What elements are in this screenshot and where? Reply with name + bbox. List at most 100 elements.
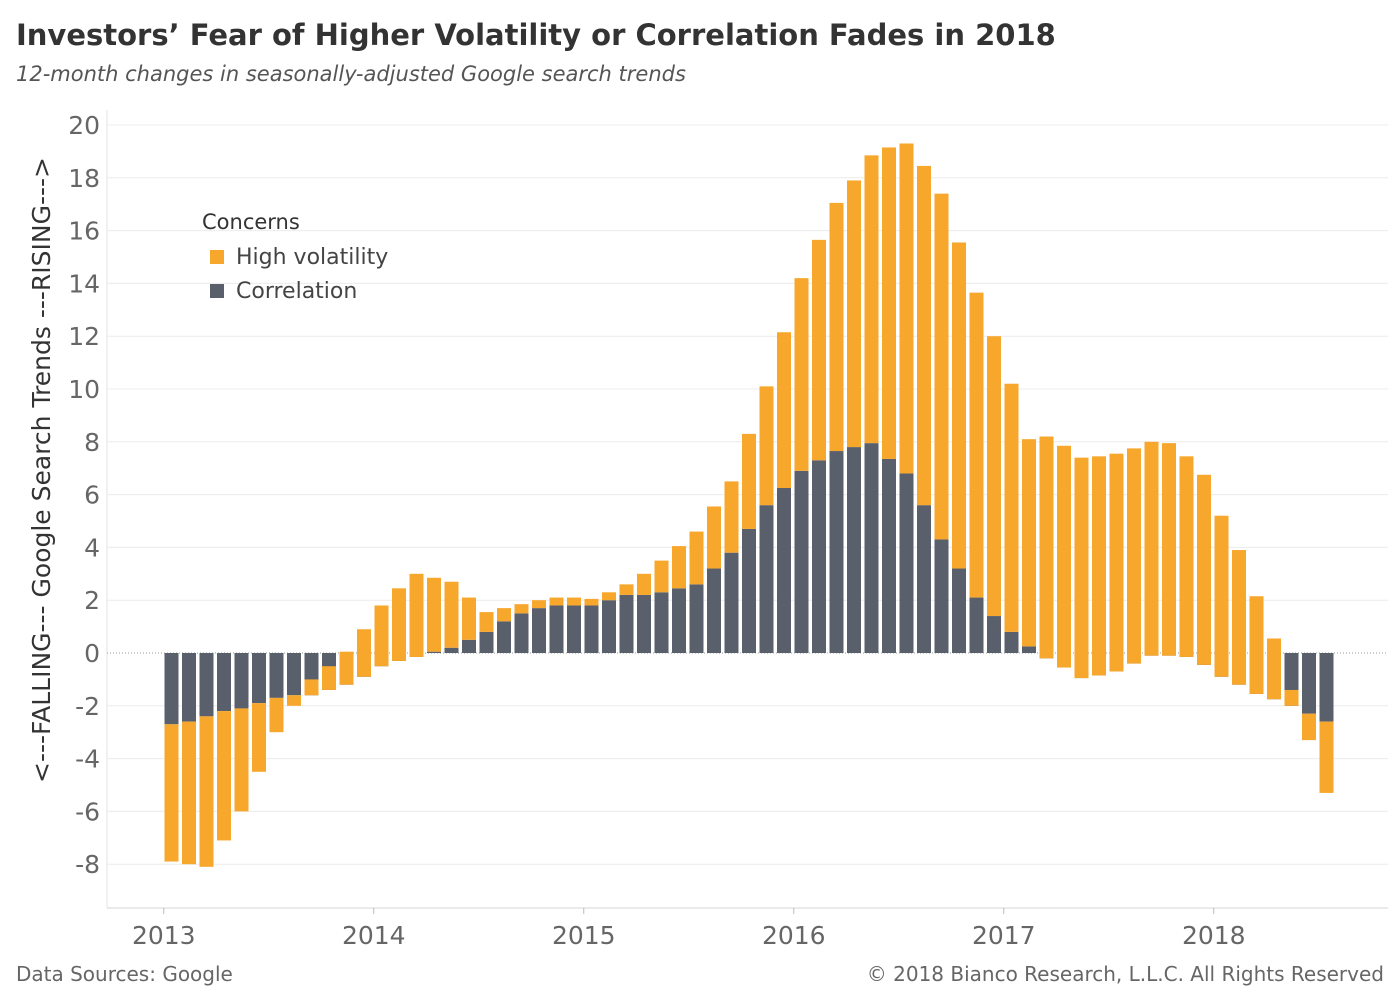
bar-high-volatility <box>1004 383 1019 632</box>
bar-high-volatility <box>1109 453 1124 672</box>
bar-high-volatility <box>514 604 529 614</box>
bar-correlation <box>287 653 301 696</box>
bar-high-volatility <box>689 531 704 585</box>
bar-correlation <box>917 505 931 653</box>
bar-high-volatility <box>269 697 284 733</box>
bar-high-volatility <box>567 597 581 606</box>
bar-correlation <box>969 597 984 653</box>
x-tick-label: 2013 <box>132 921 196 950</box>
bar-high-volatility <box>322 666 336 690</box>
bar-correlation <box>812 460 826 653</box>
y-tick-label: 14 <box>68 269 100 298</box>
bar-high-volatility <box>164 724 179 862</box>
legend-label-correlation: Correlation <box>236 278 358 304</box>
y-tick-label: 6 <box>84 481 100 510</box>
bar-high-volatility <box>847 180 861 448</box>
bar-correlation <box>1004 631 1019 653</box>
y-tick-label: -4 <box>75 745 100 774</box>
bar-high-volatility <box>217 711 231 841</box>
chart-subtitle: 12-month changes in seasonally-adjusted … <box>16 62 686 86</box>
bar-correlation <box>777 488 791 653</box>
y-tick-label: 20 <box>68 111 100 140</box>
bar-high-volatility <box>812 239 826 461</box>
x-tick-label: 2016 <box>762 921 826 950</box>
bar-correlation <box>742 528 756 653</box>
bar-high-volatility <box>497 608 511 622</box>
bar-correlation <box>829 451 844 653</box>
bar-correlation <box>934 539 949 653</box>
bar-high-volatility <box>1092 456 1106 676</box>
bar-high-volatility <box>1074 457 1089 679</box>
bar-high-volatility <box>287 695 301 706</box>
legend-label-high-volatility: High volatility <box>236 244 389 270</box>
bar-high-volatility <box>1284 689 1299 706</box>
bar-correlation <box>1302 653 1316 714</box>
bar-correlation <box>479 631 494 653</box>
bar-correlation <box>584 605 599 653</box>
bar-high-volatility <box>724 481 739 553</box>
y-tick-label: 12 <box>68 322 100 351</box>
y-tick-label: 16 <box>68 217 100 246</box>
bar-correlation <box>444 647 459 653</box>
bar-correlation <box>952 568 966 653</box>
bar-high-volatility <box>374 605 389 667</box>
bar-high-volatility <box>1214 515 1229 677</box>
bar-high-volatility <box>707 506 721 569</box>
bar-high-volatility <box>952 242 966 569</box>
bar-high-volatility <box>409 573 424 657</box>
bar-high-volatility <box>392 588 406 661</box>
y-tick-label: 2 <box>84 586 100 615</box>
bar-high-volatility <box>1144 441 1159 656</box>
bar-high-volatility <box>619 584 634 595</box>
chart-title: Investors’ Fear of Higher Volatility or … <box>16 18 1056 52</box>
bar-high-volatility <box>462 597 476 640</box>
bar-correlation <box>637 594 651 653</box>
bar-high-volatility <box>1039 436 1054 659</box>
bar-high-volatility <box>759 386 774 506</box>
bar-correlation <box>252 653 266 704</box>
x-tick-label: 2015 <box>552 921 616 950</box>
bar-correlation <box>514 613 529 653</box>
bar-high-volatility <box>1022 439 1036 647</box>
bar-high-volatility <box>742 433 756 529</box>
bar-high-volatility <box>1319 721 1334 793</box>
bar-correlation <box>882 458 896 653</box>
bar-correlation <box>672 588 686 653</box>
bar-correlation <box>707 568 721 653</box>
bar-high-volatility <box>1267 638 1281 700</box>
legend-swatch-correlation <box>210 284 224 298</box>
x-tick-label: 2014 <box>342 921 406 950</box>
bar-correlation <box>602 600 616 653</box>
y-tick-label: 0 <box>84 639 100 668</box>
legend: Concerns High volatility Correlation <box>202 210 388 308</box>
bar-correlation <box>654 592 669 653</box>
bar-correlation <box>567 605 581 653</box>
bar-high-volatility <box>1127 448 1141 664</box>
bar-high-volatility <box>637 573 651 595</box>
bar-high-volatility <box>532 600 546 609</box>
legend-item-high-volatility: High volatility <box>202 240 388 274</box>
bar-correlation <box>759 505 774 653</box>
bar-correlation <box>164 653 179 725</box>
bar-high-volatility <box>672 546 686 589</box>
bar-high-volatility <box>899 143 914 474</box>
bar-correlation <box>689 584 704 653</box>
y-tick-label: 10 <box>68 375 100 404</box>
y-tick-label: -2 <box>75 692 100 721</box>
bar-correlation <box>987 616 1001 653</box>
bar-high-volatility <box>1232 550 1246 685</box>
bar-correlation <box>234 653 249 709</box>
bar-correlation <box>269 653 284 698</box>
bar-correlation <box>549 605 564 653</box>
bar-high-volatility <box>427 577 441 652</box>
bar-high-volatility <box>1197 474 1211 665</box>
data-source-note: Data Sources: Google <box>16 962 233 986</box>
legend-title: Concerns <box>202 210 300 234</box>
y-tick-label: 8 <box>84 428 100 457</box>
bar-high-volatility <box>1249 596 1264 694</box>
bar-high-volatility <box>1057 445 1071 668</box>
bar-high-volatility <box>1302 713 1316 741</box>
bar-correlation <box>864 443 879 653</box>
bar-high-volatility <box>584 598 599 606</box>
